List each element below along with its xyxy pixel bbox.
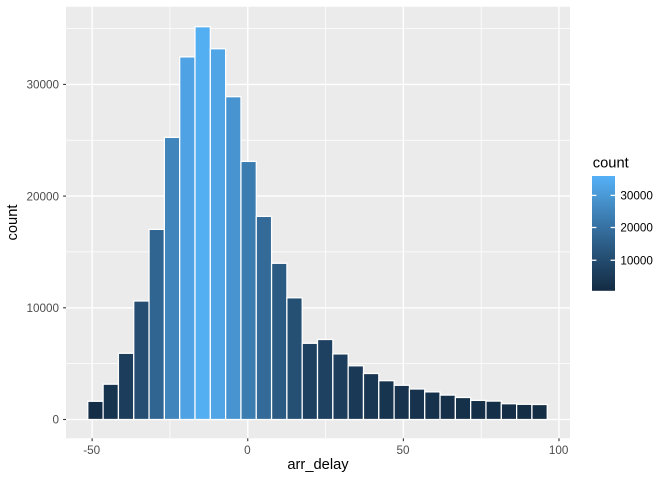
- svg-text:count: count: [593, 155, 629, 171]
- svg-text:10000: 10000: [620, 254, 653, 267]
- svg-text:arr_delay: arr_delay: [287, 457, 349, 473]
- svg-text:10000: 10000: [26, 302, 59, 315]
- svg-text:30000: 30000: [26, 79, 59, 92]
- svg-text:50: 50: [396, 444, 410, 457]
- svg-text:30000: 30000: [620, 190, 653, 203]
- svg-text:0: 0: [244, 444, 251, 457]
- svg-text:100: 100: [549, 444, 569, 457]
- svg-text:0: 0: [52, 414, 59, 427]
- svg-text:20000: 20000: [26, 190, 59, 203]
- svg-text:-50: -50: [83, 444, 100, 457]
- svg-text:count: count: [5, 205, 21, 241]
- svg-text:20000: 20000: [620, 222, 653, 235]
